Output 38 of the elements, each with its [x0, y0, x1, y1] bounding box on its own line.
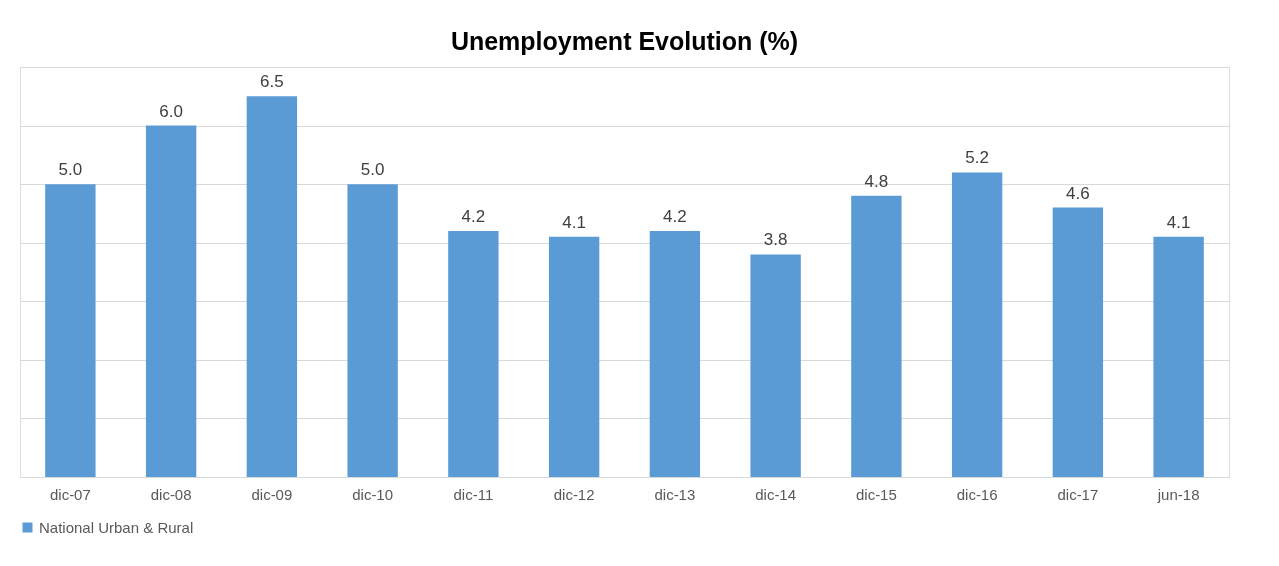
data-label: 5.0	[360, 160, 385, 180]
data-label: 6.0	[159, 101, 183, 121]
x-tick-label: dic-09	[251, 485, 293, 503]
x-tick-label: dic-13	[654, 485, 696, 503]
x-tick-label: dic-08	[150, 485, 192, 503]
x-tick-label: dic-07	[49, 485, 91, 503]
x-tick-label: dic-10	[352, 485, 394, 503]
x-tick-label: dic-15	[855, 485, 897, 503]
bar	[548, 236, 600, 477]
data-label: 3.8	[763, 230, 788, 250]
x-tick-label: dic-16	[956, 485, 998, 503]
bar	[347, 184, 398, 477]
x-tick-label: dic-14	[755, 485, 797, 503]
bar	[45, 184, 96, 477]
x-tick-label: dic-11	[453, 485, 494, 503]
x-tick-label: dic-17	[1057, 485, 1099, 503]
bar	[145, 125, 197, 477]
bar	[1052, 207, 1104, 477]
data-label: 4.1	[1166, 212, 1191, 232]
bar	[851, 195, 902, 477]
data-label: 4.2	[663, 207, 687, 226]
bar	[246, 96, 298, 477]
data-label: 6.5	[260, 72, 284, 92]
data-label: 4.6	[1066, 183, 1090, 203]
data-label: 4.8	[864, 171, 889, 191]
bar	[750, 254, 801, 477]
data-label: 4.2	[461, 207, 486, 226]
bar	[448, 231, 499, 477]
chart-title: Unemployment Evolution (%)	[450, 27, 799, 55]
bar	[649, 231, 701, 477]
bar	[951, 172, 1003, 477]
data-label: 4.1	[562, 212, 586, 232]
x-tick-label: dic-12	[553, 485, 595, 503]
data-label: 5.2	[965, 148, 989, 168]
x-tick-label: jun-18	[1156, 485, 1200, 503]
data-label: 5.0	[58, 160, 83, 180]
bar	[1153, 236, 1204, 477]
legend-label: National Urban & Rural	[39, 518, 194, 536]
